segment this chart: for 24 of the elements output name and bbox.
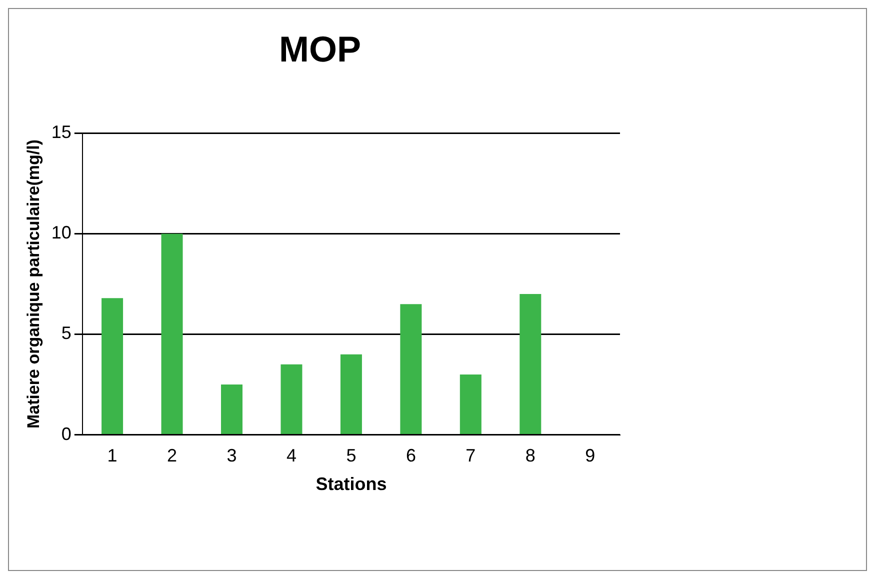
x-tick-label: 5 — [346, 446, 356, 466]
x-tick-label: 2 — [167, 446, 178, 466]
x-tick-label: 7 — [466, 446, 476, 466]
chart-title: MOP — [278, 28, 362, 70]
bar — [280, 364, 302, 434]
bar — [400, 304, 422, 434]
y-axis-title: Matiere organique particulaire(mg/l) — [24, 139, 43, 429]
bar — [161, 234, 183, 434]
y-tick-label: 15 — [51, 122, 72, 142]
x-tick-label: 6 — [406, 446, 416, 466]
y-tick-label: 10 — [51, 222, 72, 243]
y-tick-label: 0 — [61, 424, 72, 444]
bar — [520, 294, 542, 434]
bar — [460, 374, 482, 434]
x-tick-label: 3 — [226, 446, 237, 466]
x-tick-label: 1 — [107, 446, 118, 466]
y-tick-label: 5 — [61, 323, 72, 344]
x-tick-label: 4 — [286, 446, 296, 466]
x-tick-label: 9 — [585, 446, 596, 466]
bar — [340, 354, 362, 434]
bar — [102, 298, 124, 434]
x-axis-title: Stations — [316, 474, 387, 494]
bar — [221, 384, 242, 434]
x-tick-label: 8 — [525, 446, 536, 466]
